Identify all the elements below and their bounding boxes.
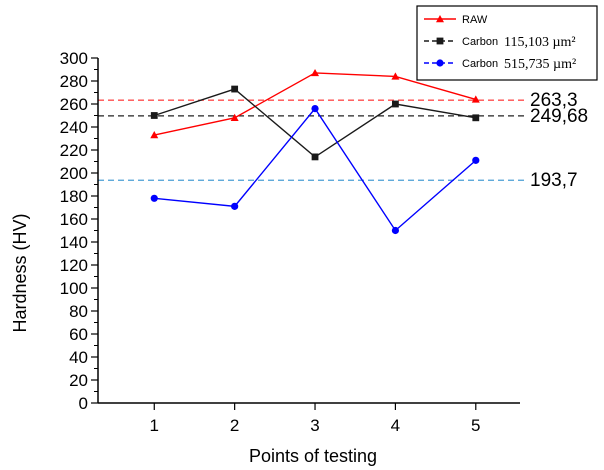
series-3 (150, 105, 480, 235)
y-tick-label: 0 (79, 394, 88, 413)
legend: RAW Carbon 115,103 µm² Carbon 515,735 µm² (416, 5, 598, 81)
data-point (230, 113, 239, 121)
data-point (311, 153, 319, 161)
x-axis-title: Points of testing (249, 446, 377, 466)
y-tick-label: 260 (60, 95, 88, 114)
y-tick-label: 200 (60, 164, 88, 183)
data-point (231, 202, 239, 210)
data-point (436, 37, 444, 45)
legend-area-label: 515,735 µm² (504, 57, 576, 72)
series-1 (150, 68, 480, 139)
x-tick-label: 2 (230, 416, 239, 435)
legend-area-label: 115,103 µm² (504, 35, 576, 50)
x-tick-label: 1 (150, 416, 159, 435)
y-tick-label: 100 (60, 279, 88, 298)
data-point (472, 156, 480, 164)
y-tick-label: 60 (69, 325, 88, 344)
data-point (391, 72, 400, 80)
legend-label: Carbon (462, 58, 498, 70)
series-layer (150, 68, 480, 235)
y-tick-label: 240 (60, 118, 88, 137)
data-point (150, 112, 158, 119)
y-tick-label: 300 (60, 49, 88, 68)
y-tick-label: 20 (69, 371, 88, 390)
series-line (154, 72, 476, 136)
data-point (311, 68, 320, 77)
data-point (392, 100, 399, 108)
x-tick-label: 5 (471, 416, 480, 435)
y-tick-label: 80 (69, 302, 88, 321)
series-2 (150, 85, 480, 161)
y-tick-label: 180 (60, 187, 88, 206)
legend-label: Carbon (462, 36, 498, 48)
y-tick-label: 120 (60, 256, 88, 275)
y-tick-label: 160 (60, 210, 88, 229)
legend-label: RAW (462, 14, 488, 26)
reference-line-label: 193,7 (530, 170, 578, 191)
y-axis-title: Hardness (HV) (10, 213, 30, 332)
data-point (150, 131, 159, 139)
reference-line-label: 263,3 (530, 90, 578, 111)
data-point (471, 95, 480, 103)
x-tick-label: 3 (310, 416, 319, 435)
axes (97, 58, 520, 404)
data-point (311, 105, 319, 113)
y-ticks: 0 20 40 60 80 100 120 140 160 180 200 220 240 260 280 3… (60, 49, 98, 413)
data-point (436, 15, 444, 23)
data-point (231, 85, 239, 93)
y-tick-label: 220 (60, 141, 88, 160)
data-point (436, 59, 444, 67)
data-point (150, 194, 158, 202)
x-ticks: 1 2 3 4 5 (150, 403, 481, 435)
series-line (154, 88, 476, 158)
data-point (472, 114, 480, 122)
data-point (391, 226, 400, 235)
y-tick-label: 40 (69, 348, 88, 367)
reference-line-label: 249,68 (530, 106, 588, 127)
x-tick-label: 4 (391, 416, 400, 435)
series-line (154, 107, 477, 232)
y-tick-label: 280 (60, 72, 88, 91)
y-tick-label: 140 (60, 233, 88, 252)
